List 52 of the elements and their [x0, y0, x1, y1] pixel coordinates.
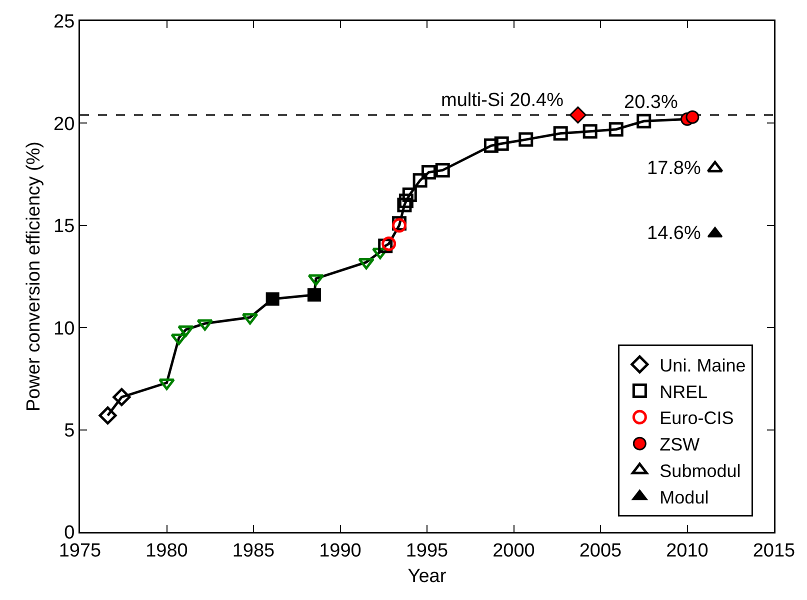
point	[518, 132, 534, 147]
point	[242, 313, 258, 325]
legend-label: Submodul	[660, 460, 741, 481]
x-axis-title: Year	[408, 566, 447, 587]
legend-label: Uni. Maine	[660, 355, 746, 376]
point	[494, 136, 509, 151]
point	[435, 162, 450, 178]
x-tick-label: 2005	[579, 540, 622, 562]
point	[636, 114, 652, 128]
x-tick-label: 1980	[146, 540, 188, 562]
point	[196, 319, 214, 331]
x-tick-label: 2015	[752, 540, 796, 562]
annotation: 14.6%	[647, 223, 701, 244]
point	[266, 292, 280, 306]
x-tick-label: 1985	[232, 540, 275, 562]
x-tick-label: 2000	[492, 540, 535, 562]
point	[484, 138, 498, 153]
point	[397, 198, 412, 212]
point	[412, 173, 428, 188]
x-tick-label: 2010	[666, 540, 708, 562]
point	[112, 388, 131, 406]
point	[178, 325, 194, 337]
legend-label: Modul	[660, 487, 709, 508]
annotation: 17.8%	[647, 158, 701, 179]
point	[158, 378, 175, 390]
y-axis-title: Power conversion efficiency (%)	[24, 142, 45, 412]
y-tick-label: 5	[64, 420, 75, 442]
point	[608, 122, 624, 137]
point	[553, 126, 568, 141]
point	[569, 106, 586, 124]
legend-label: Euro-CIS	[660, 408, 734, 428]
y-tick-label: 15	[54, 216, 75, 238]
point	[402, 187, 417, 202]
point	[170, 334, 188, 346]
y-tick-label: 10	[54, 318, 75, 340]
point	[308, 274, 324, 286]
point	[382, 236, 396, 252]
y-tick-label: 25	[54, 12, 75, 33]
point	[686, 110, 700, 124]
point	[421, 165, 436, 180]
point	[582, 124, 598, 139]
legend-label: ZSW	[660, 434, 700, 455]
annotation: multi-Si 20.4%	[441, 90, 564, 111]
point	[398, 194, 414, 208]
y-tick-label: 20	[54, 114, 75, 135]
annotation: 20.3%	[624, 92, 678, 113]
point	[98, 406, 117, 425]
legend-label: NREL	[660, 382, 708, 402]
x-tick-label: 1990	[319, 540, 362, 562]
x-tick-label: 1995	[406, 540, 448, 562]
point	[358, 258, 374, 270]
point	[307, 288, 321, 302]
